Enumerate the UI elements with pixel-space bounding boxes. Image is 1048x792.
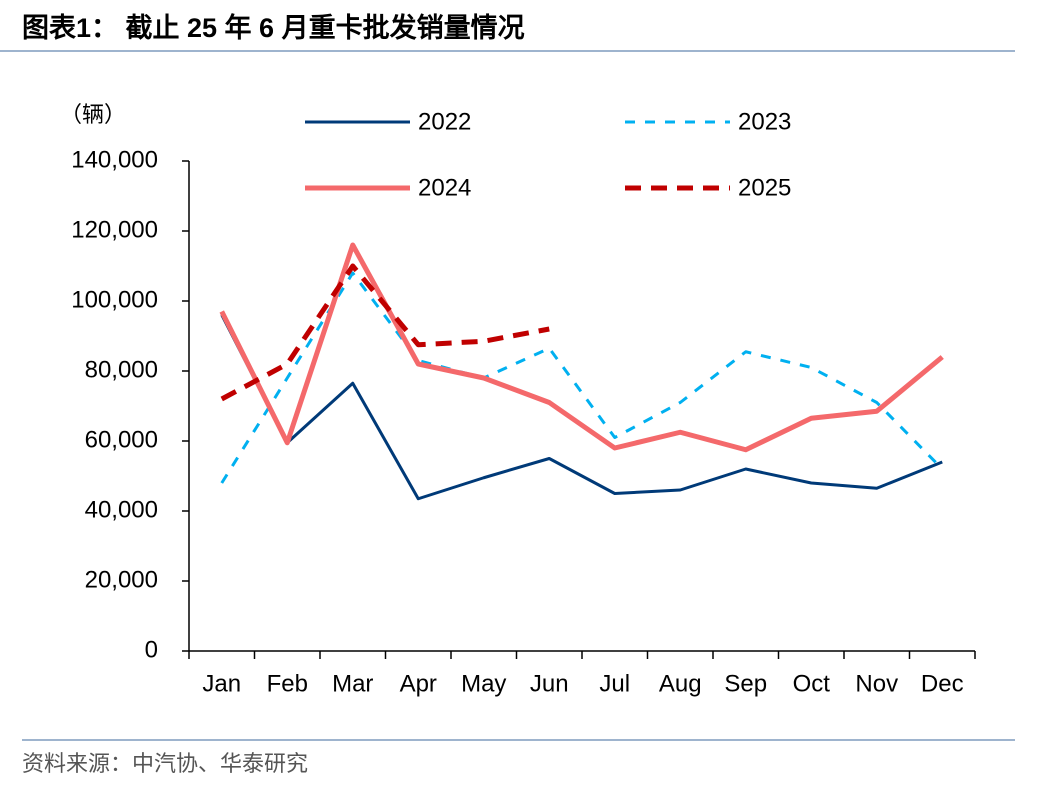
y-axis-label: （辆）: [60, 102, 126, 127]
series-line: [220, 263, 550, 402]
series-line: [220, 314, 943, 501]
y-tick-label: 80,000: [85, 356, 158, 383]
x-tick-label: Apr: [400, 670, 437, 697]
series-line: [220, 271, 944, 484]
x-tick-label: Sep: [724, 670, 767, 697]
source-note: 资料来源：中汽协、华泰研究: [22, 751, 308, 776]
x-tick-label: Oct: [793, 670, 831, 697]
series-line: [219, 242, 944, 453]
x-tick-label: Feb: [267, 670, 308, 697]
x-tick-label: Mar: [332, 670, 373, 697]
y-tick-label: 120,000: [71, 216, 158, 243]
y-tick-label: 100,000: [71, 286, 158, 313]
y-tick-label: 140,000: [71, 146, 158, 173]
y-tick-label: 40,000: [85, 496, 158, 523]
x-tick-label: Dec: [921, 670, 964, 697]
y-tick-label: 20,000: [85, 566, 158, 593]
legend-label: 2025: [738, 174, 791, 201]
x-tick-label: Jun: [530, 670, 569, 697]
legend-label: 2023: [738, 108, 791, 135]
x-tick-label: Jan: [202, 670, 241, 697]
x-tick-label: Aug: [659, 670, 702, 697]
legend-label: 2022: [418, 108, 471, 135]
y-tick-label: 60,000: [85, 426, 158, 453]
chart-title: 图表1： 截止 25 年 6 月重卡批发销量情况: [22, 12, 525, 43]
x-tick-label: May: [461, 670, 506, 697]
y-tick-label: 0: [145, 636, 158, 663]
legend-label: 2024: [418, 174, 471, 201]
x-tick-label: Jul: [599, 670, 630, 697]
x-tick-label: Nov: [855, 670, 898, 697]
